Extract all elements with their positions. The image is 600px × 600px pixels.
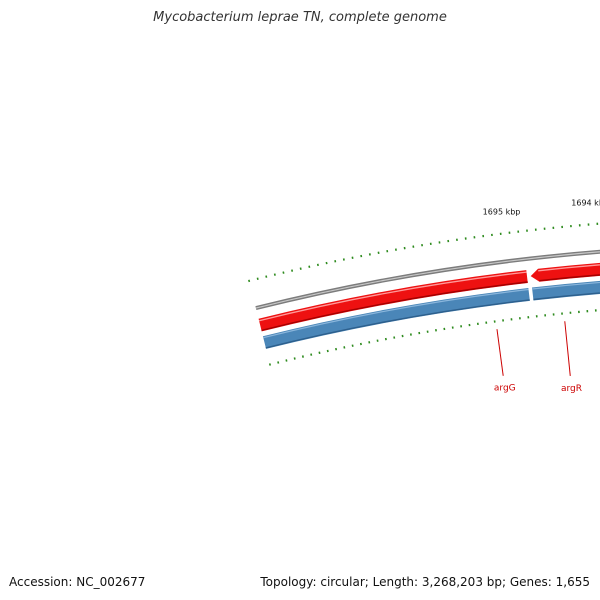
reverse-gene-1 — [531, 280, 600, 301]
reverse-gene-shade-1 — [533, 292, 600, 301]
forward-gene-shade-0 — [261, 281, 528, 332]
inner-minor-tick — [293, 357, 296, 360]
genome-summary-text: Topology: circular; Length: 3,268,203 bp… — [260, 575, 590, 589]
inner-minor-tick — [268, 363, 272, 366]
gene-label-argR: argR — [561, 384, 582, 394]
reverse-gene-shine-1 — [532, 281, 600, 290]
forward-strand-track — [258, 262, 600, 332]
gene-leader-argG — [496, 329, 504, 376]
inner-minor-tick — [277, 361, 280, 364]
backbone-ring — [255, 249, 600, 311]
outer-minor-tick — [265, 275, 268, 278]
forward-gene-shine-1 — [538, 264, 600, 272]
reverse-strand-track — [262, 280, 600, 349]
scale-ticks — [248, 222, 599, 366]
tick-label-1695-kbp: 1695 kbp — [483, 208, 521, 217]
backbone-highlight — [255, 251, 600, 309]
reverse-gene-shade-0 — [265, 299, 530, 349]
forward-gene-shine-0 — [258, 271, 527, 322]
reverse-gene-shine-0 — [263, 288, 529, 339]
gene-label-argG: argG — [494, 384, 516, 394]
accession-text: Accession: NC_002677 — [9, 575, 146, 589]
outer-minor-tick — [273, 273, 276, 276]
gene-leader-argR — [564, 321, 571, 377]
inner-minor-tick — [285, 359, 288, 362]
forward-gene-shade-1 — [539, 274, 600, 282]
map-title: Mycobacterium leprae TN, complete genome — [153, 10, 447, 25]
outer-minor-tick — [256, 277, 259, 280]
tick-label-1694-kbp: 1694 kbp — [571, 198, 600, 207]
outer-minor-tick — [248, 279, 251, 283]
gene-labels: argGargRargFargDargBargJ — [494, 321, 582, 394]
